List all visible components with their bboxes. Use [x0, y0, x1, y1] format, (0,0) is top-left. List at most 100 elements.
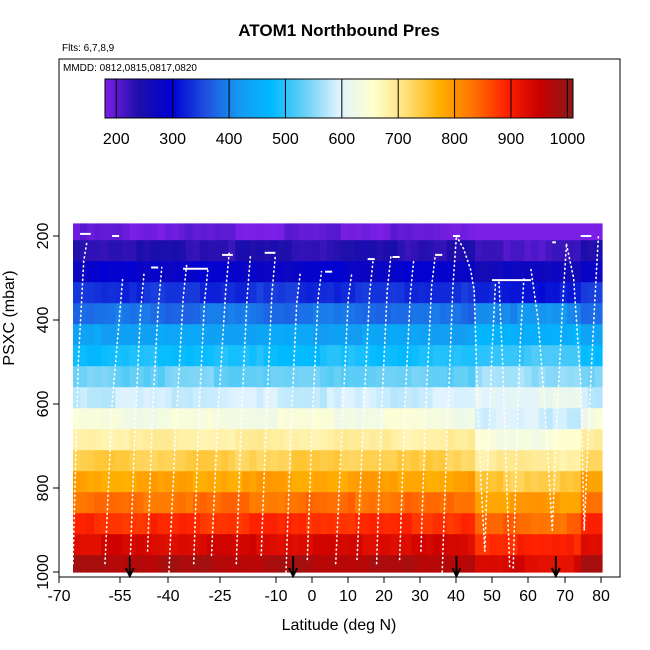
- heatmap-cell: [185, 429, 194, 451]
- heatmap-cell: [362, 555, 370, 573]
- heatmap-cell: [439, 492, 448, 514]
- heatmap-cell: [164, 324, 173, 346]
- chart-title: ATOM1 Northbound Pres: [238, 21, 440, 40]
- heatmap-cell: [362, 324, 370, 346]
- heatmap-cell: [587, 223, 596, 241]
- heatmap-cell: [404, 450, 413, 472]
- colorbar-tick-label: 900: [498, 131, 525, 148]
- heatmap-cell: [312, 492, 321, 514]
- heatmap-cell: [559, 303, 568, 325]
- heatmap-cell: [594, 555, 603, 573]
- heatmap-cell: [566, 223, 575, 241]
- heatmap-cell: [150, 366, 159, 388]
- heatmap-cell: [164, 450, 173, 472]
- heatmap-cell: [207, 345, 215, 367]
- heatmap-cell: [369, 240, 377, 262]
- heatmap-cell: [446, 555, 455, 573]
- heatmap-cell: [390, 223, 399, 241]
- heatmap-cell: [439, 366, 448, 388]
- heatmap-cell: [333, 223, 342, 241]
- heatmap-cell: [362, 240, 370, 262]
- heatmap-cell: [298, 366, 307, 388]
- heatmap-cell: [496, 282, 504, 304]
- heatmap-cell: [383, 240, 391, 262]
- heatmap-cell: [496, 240, 504, 262]
- heatmap-cell: [157, 366, 166, 388]
- heatmap-cell: [87, 240, 95, 262]
- heatmap-cell: [164, 223, 173, 241]
- profile-arrow-head: [124, 567, 135, 579]
- x-axis: -70 -55 -40 -25 -10 0 10 20 30 40 50 60 70 80: [47, 577, 610, 605]
- heatmap-cell: [129, 429, 138, 451]
- heatmap-cell: [411, 534, 420, 556]
- heatmap-cell: [439, 223, 448, 241]
- heatmap-cell: [298, 513, 307, 535]
- heatmap-cell: [404, 555, 413, 573]
- heatmap-cell: [305, 324, 314, 346]
- heatmap-cell: [298, 450, 307, 472]
- heatmap-cell: [291, 555, 300, 573]
- heatmap-cell: [277, 513, 286, 535]
- heatmap-cell: [411, 492, 420, 514]
- flight-track: [473, 289, 486, 552]
- heatmap-cell: [221, 450, 229, 472]
- heatmap-cell: [171, 303, 180, 325]
- heatmap-cell: [496, 223, 504, 241]
- heatmap-cell: [517, 534, 526, 556]
- heatmap-cell: [73, 261, 81, 283]
- heatmap-cell: [150, 408, 159, 430]
- heatmap-cell: [446, 324, 455, 346]
- heatmap-cell: [136, 408, 145, 430]
- heatmap-cell: [397, 492, 406, 514]
- heatmap-cell: [552, 261, 561, 283]
- heatmap-cell: [171, 366, 180, 388]
- heatmap-cell: [446, 282, 455, 304]
- colorbar-tick-label: 500: [272, 131, 299, 148]
- heatmap-cell: [214, 429, 222, 451]
- heatmap-cell: [573, 471, 582, 493]
- heatmap-cell: [503, 324, 511, 346]
- heatmap-cell: [270, 471, 279, 493]
- x-tick-label: -25: [208, 588, 231, 605]
- heatmap-cell: [284, 450, 293, 472]
- heatmap-cell: [115, 408, 123, 430]
- colorbar-tick-label: 600: [328, 131, 355, 148]
- heatmap-cell: [326, 387, 335, 409]
- heatmap-cell: [432, 303, 441, 325]
- heatmap-cell: [552, 345, 561, 367]
- heatmap-cell: [376, 324, 384, 346]
- heatmap-cell: [171, 223, 180, 241]
- heatmap-cell: [348, 223, 356, 241]
- heatmap-cell: [397, 223, 406, 241]
- heatmap-cell: [510, 303, 518, 325]
- heatmap-cell: [453, 513, 462, 535]
- heatmap-cell: [538, 429, 547, 451]
- heatmap-cell: [376, 450, 384, 472]
- heatmap-cell: [538, 492, 547, 514]
- heatmap-cell: [333, 408, 342, 430]
- heatmap-cell: [284, 534, 293, 556]
- heatmap-cell: [517, 471, 526, 493]
- heatmap-cell: [312, 471, 321, 493]
- heatmap-cell: [221, 223, 229, 241]
- heatmap-cell: [531, 387, 540, 409]
- heatmap-cell: [538, 513, 547, 535]
- heatmap-cell: [228, 324, 236, 346]
- heatmap-cell: [460, 471, 469, 493]
- heatmap-cell: [178, 387, 187, 409]
- heatmap-cell: [552, 366, 561, 388]
- heatmap-cell: [510, 223, 518, 241]
- heatmap-cell: [390, 534, 399, 556]
- heatmap-cell: [291, 345, 300, 367]
- heatmap-cell: [467, 387, 476, 409]
- heatmap-cell: [277, 471, 286, 493]
- heatmap-cell: [418, 282, 427, 304]
- heatmap-cell: [475, 534, 483, 556]
- heatmap-cell: [249, 408, 257, 430]
- heatmap-cell: [101, 387, 109, 409]
- heatmap-cell: [383, 471, 391, 493]
- heatmap-cell: [439, 387, 448, 409]
- heatmap-cell: [249, 513, 257, 535]
- heatmap-cell: [341, 450, 349, 472]
- heatmap-cell: [143, 492, 152, 514]
